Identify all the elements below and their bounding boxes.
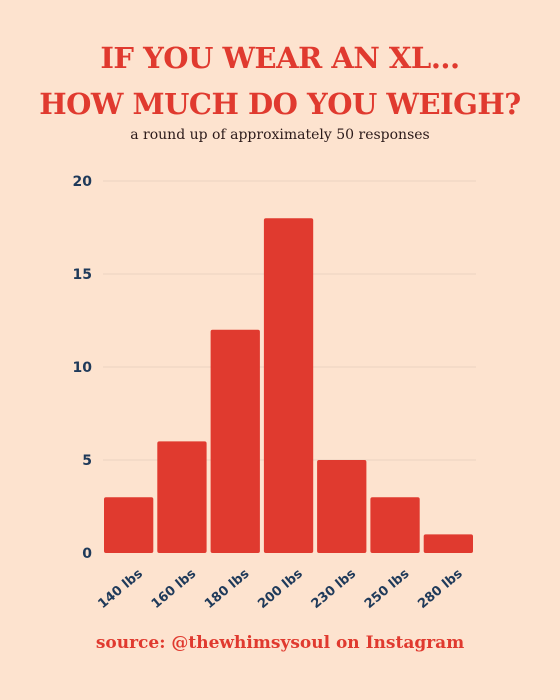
x-tick-label: 280 lbs bbox=[415, 566, 466, 612]
x-tick-label: 250 lbs bbox=[362, 566, 413, 612]
title-line-1: IF YOU WEAR AN XL... bbox=[100, 41, 460, 75]
bar bbox=[317, 460, 367, 553]
x-axis: 140 lbs 160 lbs 180 lbs 200 lbs 230 lbs 250 l… bbox=[95, 566, 465, 612]
bar bbox=[423, 534, 473, 553]
bar bbox=[210, 329, 260, 553]
x-tick-label: 200 lbs bbox=[255, 566, 306, 612]
source-credit: source: @thewhimsysoul on Instagram bbox=[95, 633, 465, 653]
y-tick-label: 0 bbox=[82, 546, 92, 562]
y-tick-label: 10 bbox=[73, 360, 93, 376]
bars bbox=[104, 218, 473, 553]
x-tick-label: 180 lbs bbox=[202, 566, 253, 612]
bar bbox=[104, 497, 154, 553]
bar bbox=[370, 497, 420, 553]
y-tick-label: 20 bbox=[73, 174, 93, 190]
x-tick-label: 230 lbs bbox=[309, 566, 360, 612]
y-tick-label: 15 bbox=[73, 267, 92, 283]
x-tick-label: 140 lbs bbox=[95, 566, 146, 612]
subtitle: a round up of approximately 50 responses bbox=[130, 127, 430, 143]
x-tick-label: 160 lbs bbox=[149, 566, 200, 612]
y-tick-label: 5 bbox=[82, 453, 92, 469]
bar bbox=[157, 441, 207, 553]
title-line-2: HOW MUCH DO YOU WEIGH? bbox=[39, 87, 521, 121]
bar bbox=[263, 218, 314, 553]
y-axis: 0 5 10 15 20 bbox=[73, 174, 93, 562]
